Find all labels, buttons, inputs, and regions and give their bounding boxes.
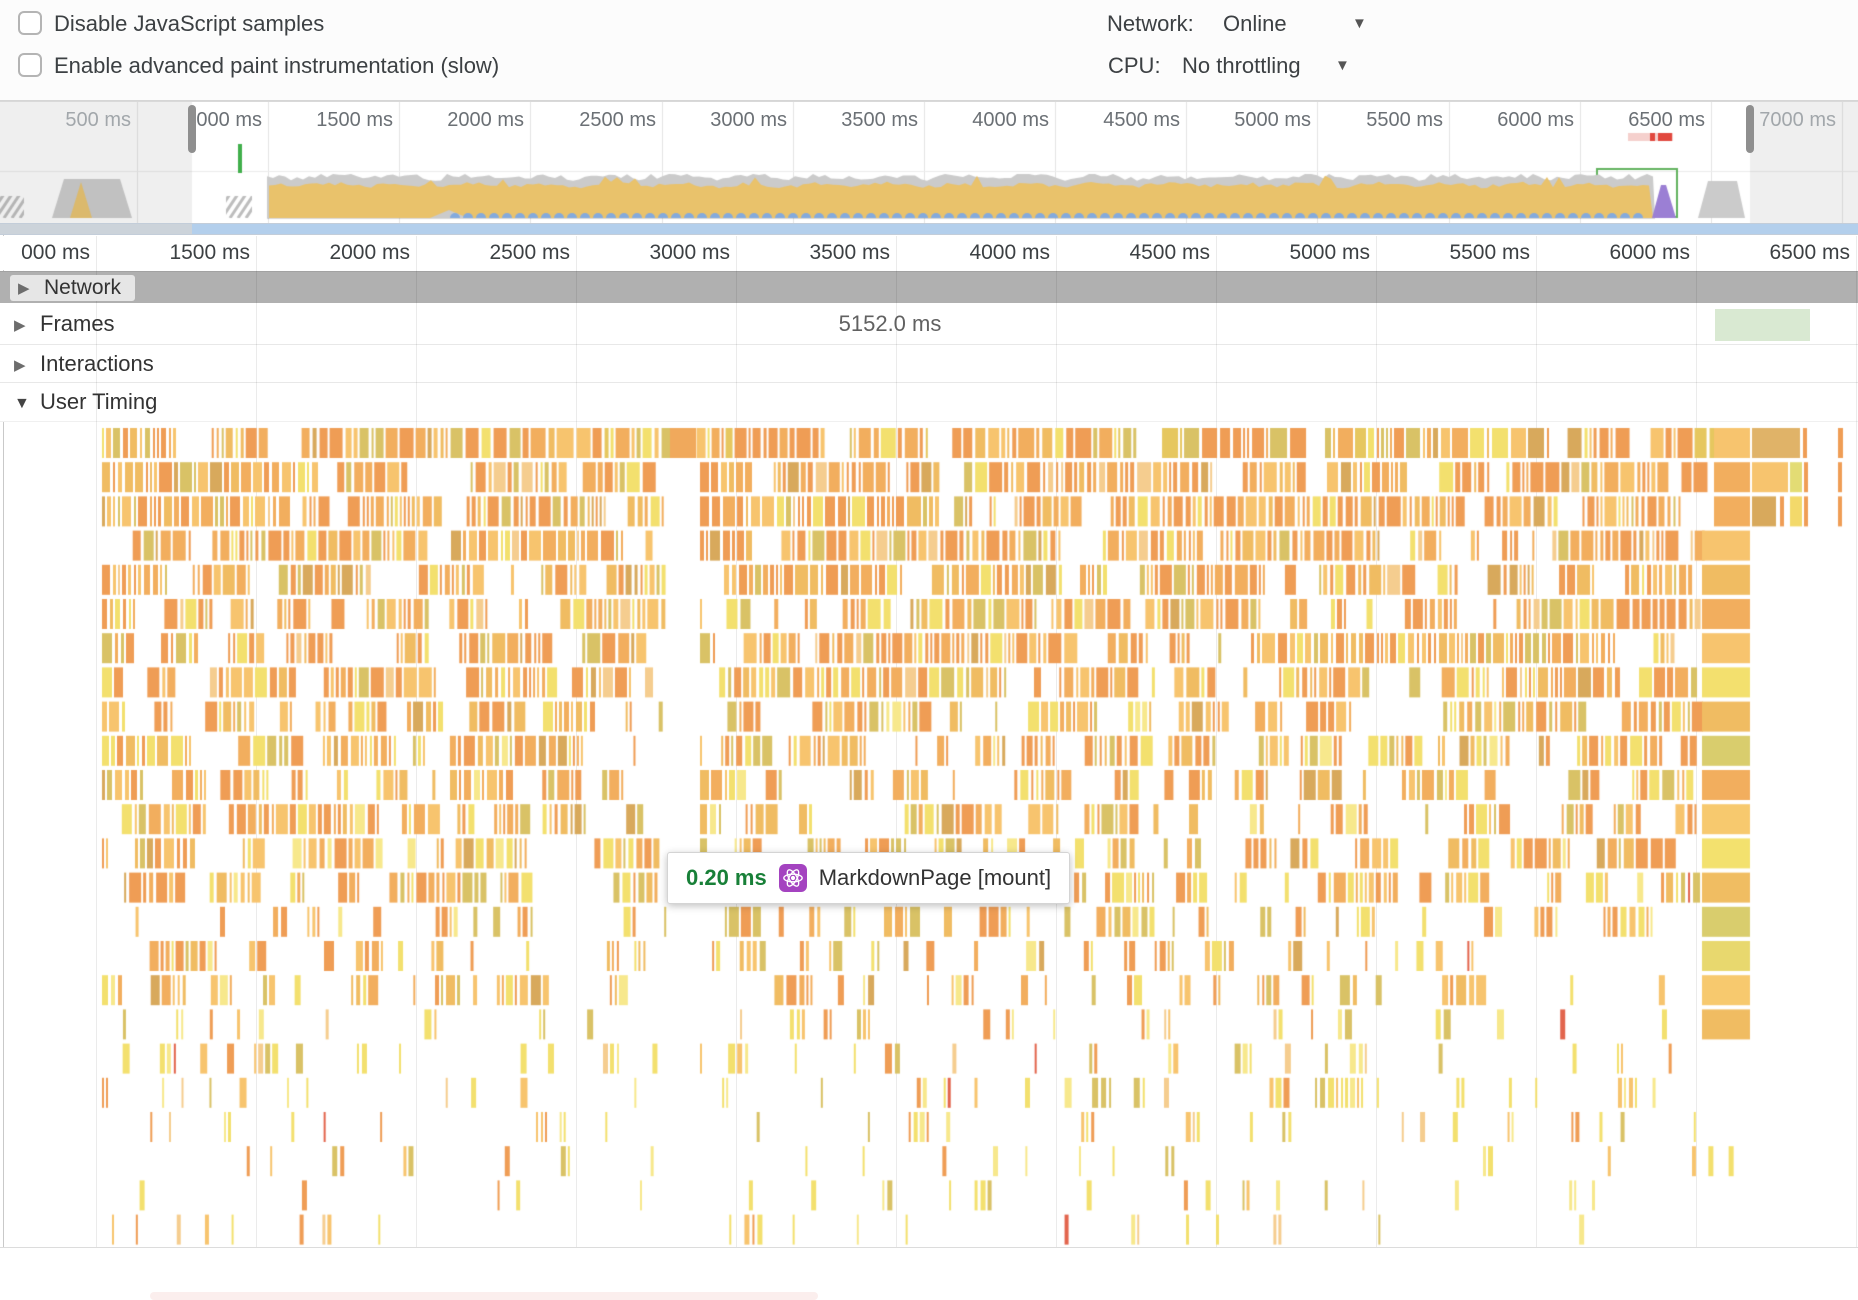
time-tick-label: 000 ms — [21, 241, 90, 264]
cpu-dropdown-arrow-icon[interactable]: ▼ — [1335, 57, 1350, 74]
collapse-arrow-icon: ▶ — [14, 317, 26, 334]
advanced-paint-checkbox[interactable] — [18, 53, 42, 78]
collapse-arrow-icon: ▶ — [14, 357, 26, 374]
time-tick-label: 5000 ms — [1289, 241, 1370, 264]
toolbar-row-1: Disable JavaScript samples Network: Onli… — [0, 2, 1858, 46]
react-icon — [778, 864, 807, 892]
time-tick-label: 4500 ms — [1103, 109, 1180, 131]
section-interactions[interactable]: ▶ Interactions — [0, 345, 1858, 383]
flame-chart-bottom-border — [0, 1247, 1858, 1248]
time-tick-label: 1500 ms — [169, 241, 250, 264]
time-tick-label: 500 ms — [65, 109, 131, 131]
time-tick-label: 5000 ms — [1234, 109, 1311, 131]
time-tick-label: 5500 ms — [1449, 241, 1530, 264]
time-tick-label: 5500 ms — [1366, 109, 1443, 131]
timeline-overview[interactable]: 500 ms 000 ms 1500 ms 2000 ms 2500 ms 3000 ms… — [0, 101, 1858, 223]
user-timing-flame-chart[interactable] — [0, 425, 1858, 1247]
time-tick-label: 2500 ms — [579, 109, 656, 131]
time-tick-label: 6500 ms — [1628, 109, 1705, 131]
time-tick-label: 3500 ms — [809, 241, 890, 264]
section-user-timing-label: User Timing — [40, 389, 158, 414]
time-tick-label: 3500 ms — [841, 109, 918, 131]
overview-window-handle-right[interactable] — [1746, 105, 1754, 153]
section-interactions-toggle[interactable]: ▶ Interactions — [14, 345, 154, 385]
time-tick-label: 1500 ms — [316, 109, 393, 131]
time-tick-label: 6000 ms — [1497, 109, 1574, 131]
frame-duration-text: 5152.0 ms — [838, 311, 942, 336]
section-user-timing[interactable]: ▼ User Timing — [0, 383, 1858, 422]
disable-js-samples-checkbox[interactable] — [18, 11, 42, 36]
time-tick-label: 6000 ms — [1609, 241, 1690, 264]
time-tick-label: 7000 ms — [1759, 109, 1836, 131]
section-user-timing-toggle[interactable]: ▼ User Timing — [14, 383, 157, 423]
section-network-toggle[interactable]: ▶ Network — [10, 275, 136, 301]
advanced-paint-label: Enable advanced paint instrumentation (s… — [54, 53, 500, 78]
timeline-scrollbar-thumb[interactable] — [192, 224, 1858, 234]
time-tick-label: 000 ms — [196, 109, 262, 131]
section-network-label: Network — [44, 276, 122, 299]
cpu-throttle-label: CPU: — [1108, 53, 1161, 78]
disable-js-samples-label: Disable JavaScript samples — [54, 11, 325, 36]
overview-activity-canvas[interactable] — [0, 102, 1858, 223]
time-tick-label: 2000 ms — [447, 109, 524, 131]
expand-arrow-icon: ▼ — [14, 395, 30, 412]
network-dropdown-arrow-icon[interactable]: ▼ — [1352, 15, 1367, 32]
time-tick-label: 2500 ms — [489, 241, 570, 264]
network-throttle-select[interactable]: Online — [1223, 11, 1287, 36]
collapse-arrow-icon: ▶ — [18, 280, 30, 297]
time-tick-label: 4000 ms — [969, 241, 1050, 264]
section-frames-toggle[interactable]: ▶ Frames — [14, 303, 115, 347]
time-tick-label: 3000 ms — [710, 109, 787, 131]
performance-toolbar: Disable JavaScript samples Network: Onli… — [0, 0, 1858, 101]
network-throttle-label: Network: — [1107, 11, 1194, 36]
time-tick-label: 2000 ms — [329, 241, 410, 264]
section-frames-label: Frames — [40, 311, 115, 336]
overview-window-handle-left[interactable] — [188, 105, 196, 153]
toolbar-row-2: Enable advanced paint instrumentation (s… — [0, 44, 1858, 88]
tooltip-duration: 0.20 ms — [686, 865, 767, 890]
time-tick-label: 6500 ms — [1769, 241, 1850, 264]
section-interactions-label: Interactions — [40, 351, 154, 376]
time-tick-label: 4500 ms — [1129, 241, 1210, 264]
timeline-scrollbar[interactable] — [0, 223, 1858, 235]
time-tick-label: 4000 ms — [972, 109, 1049, 131]
frame-block[interactable] — [1715, 309, 1810, 341]
flame-event-tooltip: 0.20 ms MarkdownPage [mount] — [667, 852, 1071, 904]
tooltip-event-title: MarkdownPage [mount] — [818, 865, 1052, 890]
main-time-ruler: 000 ms 1500 ms 2000 ms 2500 ms 3000 ms 3500 m… — [0, 236, 1858, 270]
cpu-throttle-select[interactable]: No throttling — [1182, 53, 1301, 78]
overview-time-ruler: 500 ms 000 ms 1500 ms 2000 ms 2500 ms 3000 ms… — [0, 102, 1858, 136]
section-frames[interactable]: ▶ Frames 5152.0 ms — [0, 303, 1858, 345]
section-network[interactable]: ▶ Network — [0, 271, 1858, 303]
memory-lane-bar — [150, 1292, 818, 1300]
time-tick-label: 3000 ms — [649, 241, 730, 264]
